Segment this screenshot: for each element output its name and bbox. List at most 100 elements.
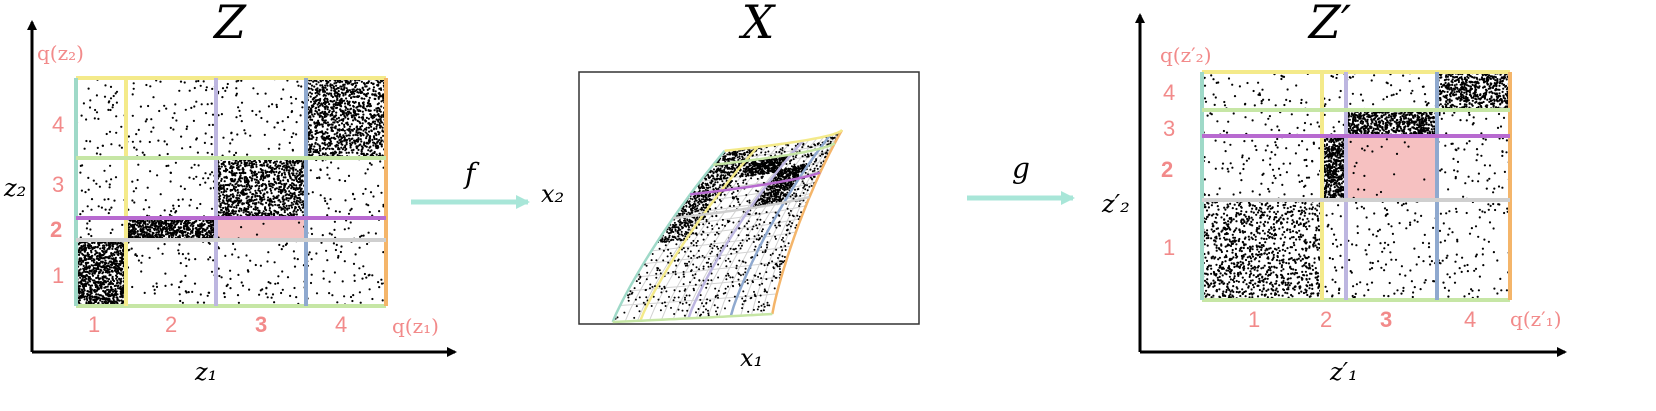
sample-dot xyxy=(104,281,107,284)
sample-dot xyxy=(255,165,258,168)
sample-dot xyxy=(265,174,268,177)
sample-dot xyxy=(245,161,249,164)
sample-dot xyxy=(334,248,337,252)
sample-dot xyxy=(761,251,764,254)
sample-dot xyxy=(238,184,241,187)
left-sample-dots xyxy=(76,78,386,307)
sample-dot xyxy=(151,233,154,236)
sample-dot xyxy=(714,233,717,236)
sample-dot xyxy=(312,115,315,118)
sample-dot xyxy=(292,166,295,169)
sample-dot xyxy=(79,213,82,216)
sample-dot xyxy=(716,313,719,316)
sample-dot xyxy=(737,244,740,247)
sample-dot xyxy=(229,193,232,196)
sample-dot xyxy=(83,244,86,247)
sample-dot xyxy=(337,90,340,93)
sample-dot xyxy=(172,221,175,224)
sample-dot xyxy=(78,251,82,254)
sample-dot xyxy=(645,296,648,299)
sample-dot xyxy=(161,226,165,230)
sample-dot xyxy=(151,232,155,235)
sample-dot xyxy=(315,88,318,91)
sample-dot xyxy=(227,183,230,186)
sample-dot xyxy=(112,260,115,264)
sample-dot xyxy=(713,304,716,307)
sample-dot xyxy=(130,236,133,239)
sample-dot xyxy=(363,272,366,276)
sample-dot xyxy=(319,97,322,101)
sample-dot xyxy=(761,230,763,233)
sample-dot xyxy=(764,151,767,154)
sample-dot xyxy=(346,108,349,111)
sample-dot xyxy=(369,145,372,148)
sample-dot xyxy=(181,232,184,235)
sample-dot xyxy=(178,286,181,289)
sample-dot xyxy=(294,206,297,209)
sample-dot xyxy=(236,294,240,297)
sample-dot xyxy=(197,232,201,235)
sample-dot xyxy=(289,160,292,163)
sample-dot xyxy=(318,147,321,150)
sample-dot xyxy=(115,260,118,263)
sample-dot xyxy=(294,168,297,171)
sample-dot xyxy=(132,228,135,231)
sample-dot xyxy=(709,245,712,248)
sample-dot xyxy=(746,279,749,281)
sample-dot xyxy=(347,134,350,137)
sample-dot xyxy=(375,125,378,128)
sample-dot xyxy=(144,199,147,202)
sample-dot xyxy=(321,147,324,150)
sample-dot xyxy=(121,255,124,258)
sample-dot xyxy=(248,204,251,207)
sample-dot xyxy=(761,282,764,285)
sample-dot xyxy=(312,148,315,151)
sample-dot xyxy=(277,190,280,193)
sample-dot xyxy=(314,149,317,152)
sample-dot xyxy=(638,296,641,299)
sample-dot xyxy=(758,272,761,275)
sample-dot xyxy=(201,230,204,234)
sample-dot xyxy=(282,162,285,165)
sample-dot xyxy=(120,125,123,128)
sample-dot xyxy=(248,186,251,189)
sample-dot xyxy=(365,116,368,119)
sample-dot xyxy=(353,197,356,201)
sample-dot xyxy=(274,188,277,191)
sample-dot xyxy=(328,103,331,106)
sample-dot xyxy=(227,203,230,206)
sample-dot xyxy=(330,233,333,236)
sample-dot xyxy=(365,85,368,88)
sample-dot xyxy=(143,220,146,224)
sample-dot xyxy=(310,84,314,87)
sample-dot xyxy=(227,198,231,201)
sample-dot xyxy=(158,109,161,113)
sample-dot xyxy=(349,209,352,212)
sample-dot xyxy=(358,246,361,249)
sample-dot xyxy=(83,147,86,150)
sample-dot xyxy=(112,94,115,98)
sample-dot xyxy=(268,170,271,174)
sample-dot xyxy=(108,130,112,133)
sample-dot xyxy=(117,299,120,302)
sample-dot xyxy=(245,213,248,216)
sample-dot xyxy=(172,234,175,237)
sample-dot xyxy=(167,232,170,235)
sample-dot xyxy=(356,152,359,155)
left-y-axis-label: z₂ xyxy=(3,174,26,202)
sample-dot xyxy=(310,258,313,261)
sample-dot xyxy=(290,186,294,189)
sample-dot xyxy=(101,144,104,147)
sample-dot xyxy=(331,147,334,150)
sample-dot xyxy=(281,270,284,273)
sample-dot xyxy=(739,247,742,250)
sample-dot xyxy=(251,109,254,113)
sample-dot xyxy=(746,282,749,285)
sample-dot xyxy=(194,258,197,261)
sample-dot xyxy=(330,89,333,92)
sample-dot xyxy=(279,185,282,188)
sample-dot xyxy=(137,163,140,166)
sample-dot xyxy=(350,96,353,100)
sample-dot xyxy=(90,251,93,254)
sample-dot xyxy=(301,201,304,204)
